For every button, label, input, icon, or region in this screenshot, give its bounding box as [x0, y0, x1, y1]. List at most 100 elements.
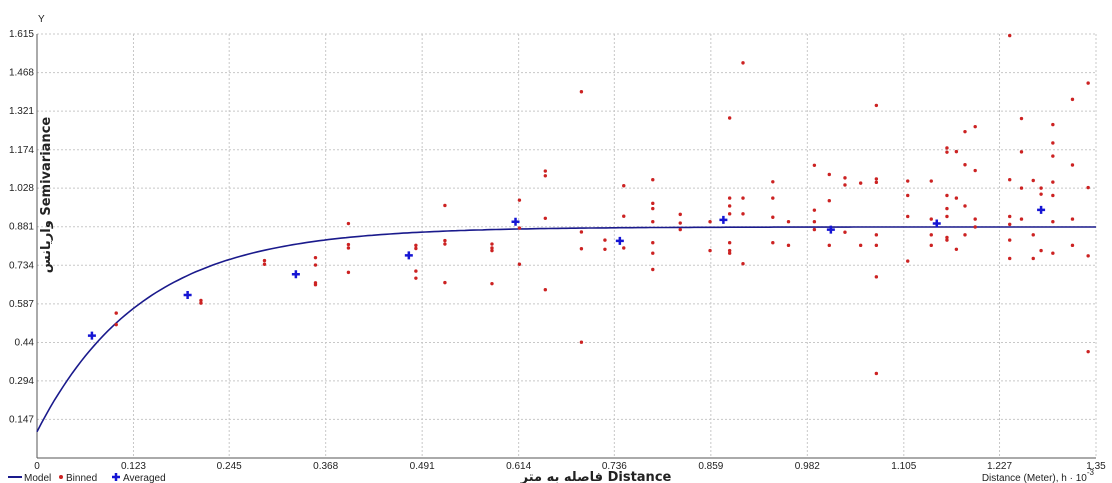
- binned-point: [954, 149, 959, 154]
- x-tick-label: 0.368: [313, 461, 338, 472]
- binned-point: [1031, 178, 1035, 183]
- binned-point: [1086, 185, 1090, 190]
- binned-point: [1008, 222, 1012, 227]
- binned-point: [1039, 192, 1043, 196]
- binned-point: [1086, 254, 1090, 258]
- binned-point: [622, 246, 626, 250]
- binned-point: [786, 243, 791, 248]
- x-tick-label: 0: [34, 461, 40, 472]
- binned-point: [843, 230, 847, 234]
- binned-point: [1019, 186, 1024, 190]
- y-tick-label: 0.881: [9, 222, 34, 233]
- binned-point: [443, 238, 447, 243]
- binned-point: [579, 247, 584, 251]
- y-tick-label: 0.147: [9, 414, 34, 425]
- binned-point: [346, 270, 351, 275]
- averaged-point: [932, 219, 941, 228]
- binned-point: [603, 247, 607, 251]
- binned-point: [858, 243, 863, 248]
- binned-point: [874, 177, 879, 181]
- averaged-point: [183, 290, 192, 299]
- binned-point: [1086, 349, 1090, 354]
- binned-point: [827, 243, 831, 248]
- binned-point: [727, 212, 732, 216]
- binned-point: [1051, 180, 1055, 184]
- model-curve: [36, 226, 1096, 433]
- legend-averaged-swatch: [112, 473, 120, 481]
- binned-point: [874, 371, 879, 376]
- binned-point: [517, 262, 522, 266]
- binned-point: [973, 225, 977, 229]
- binned-point: [1086, 81, 1090, 85]
- binned-point: [1051, 220, 1055, 224]
- binned-point: [741, 61, 745, 65]
- legend: Model Binned Averaged: [8, 473, 166, 483]
- x-tick-label: 0.245: [217, 461, 242, 472]
- x-tick-label: 1.105: [891, 461, 916, 472]
- binned-point: [812, 220, 817, 224]
- binned-point: [874, 103, 879, 108]
- binned-point: [1051, 141, 1055, 145]
- binned-point: [603, 238, 607, 242]
- binned-point: [443, 242, 447, 246]
- binned-point: [929, 179, 933, 183]
- x-tick-label: 0.736: [602, 461, 627, 472]
- binned-point: [771, 196, 775, 200]
- binned-point: [945, 150, 949, 154]
- binned-point: [963, 163, 967, 167]
- x-tick-label: 0.614: [506, 461, 531, 472]
- legend-binned-swatch: [59, 475, 63, 479]
- binned-point: [1031, 233, 1035, 237]
- binned-point: [262, 262, 267, 266]
- y-tick-labels: 0.147 0.294 0.44 0.587 0.734 0.881 1.028 1.174 1…: [9, 29, 34, 425]
- legend-binned-label: Binned: [66, 473, 97, 483]
- binned-point: [812, 208, 817, 212]
- binned-point: [346, 246, 351, 250]
- binned-point: [1031, 256, 1035, 261]
- x-axis-title: فاصله به متر Distance: [520, 470, 672, 483]
- binned-point: [954, 247, 959, 251]
- y-tick-label: 1.174: [9, 145, 34, 156]
- binned-point: [651, 201, 655, 206]
- binned-point: [812, 227, 817, 232]
- x-tick-label: 0.982: [795, 461, 820, 472]
- y-axis-letter: Y: [38, 14, 45, 25]
- x-unit-label-text: Distance (Meter), h · 10: [982, 473, 1087, 483]
- grid-lines: [36, 33, 1097, 458]
- binned-point: [929, 243, 933, 248]
- binned-point: [954, 196, 959, 200]
- binned-point: [963, 233, 967, 237]
- binned-point: [1039, 248, 1043, 253]
- y-tick-label: 1.321: [9, 106, 34, 117]
- averaged-point: [615, 236, 624, 245]
- averaged-point: [291, 270, 300, 279]
- legend-model-label: Model: [24, 473, 51, 483]
- binned-point: [543, 216, 548, 221]
- y-tick-label: 0.734: [9, 260, 34, 271]
- binned-point: [812, 163, 817, 167]
- binned-point: [945, 235, 949, 240]
- binned-point: [313, 255, 318, 260]
- binned-point: [771, 215, 775, 219]
- binned-point: [1051, 154, 1055, 158]
- binned-point: [651, 220, 655, 224]
- binned-point: [1008, 178, 1012, 182]
- y-tick-label: 0.587: [9, 299, 34, 310]
- binned-point: [1070, 163, 1075, 167]
- binned-point: [313, 263, 318, 267]
- x-tick-label: 1.35: [1086, 461, 1106, 472]
- binned-point: [727, 241, 732, 245]
- model-curve-layer: [36, 226, 1096, 433]
- binned-point: [414, 243, 418, 248]
- binned-point: [1051, 122, 1055, 127]
- x-tick-label: 1.227: [987, 461, 1012, 472]
- binned-point: [678, 227, 682, 232]
- binned-point: [906, 193, 910, 198]
- binned-point: [963, 129, 967, 134]
- binned-point: [741, 196, 745, 200]
- binned-point: [414, 246, 418, 251]
- x-tick-label: 0.123: [121, 461, 146, 472]
- binned-point: [114, 311, 118, 315]
- binned-point: [678, 212, 682, 217]
